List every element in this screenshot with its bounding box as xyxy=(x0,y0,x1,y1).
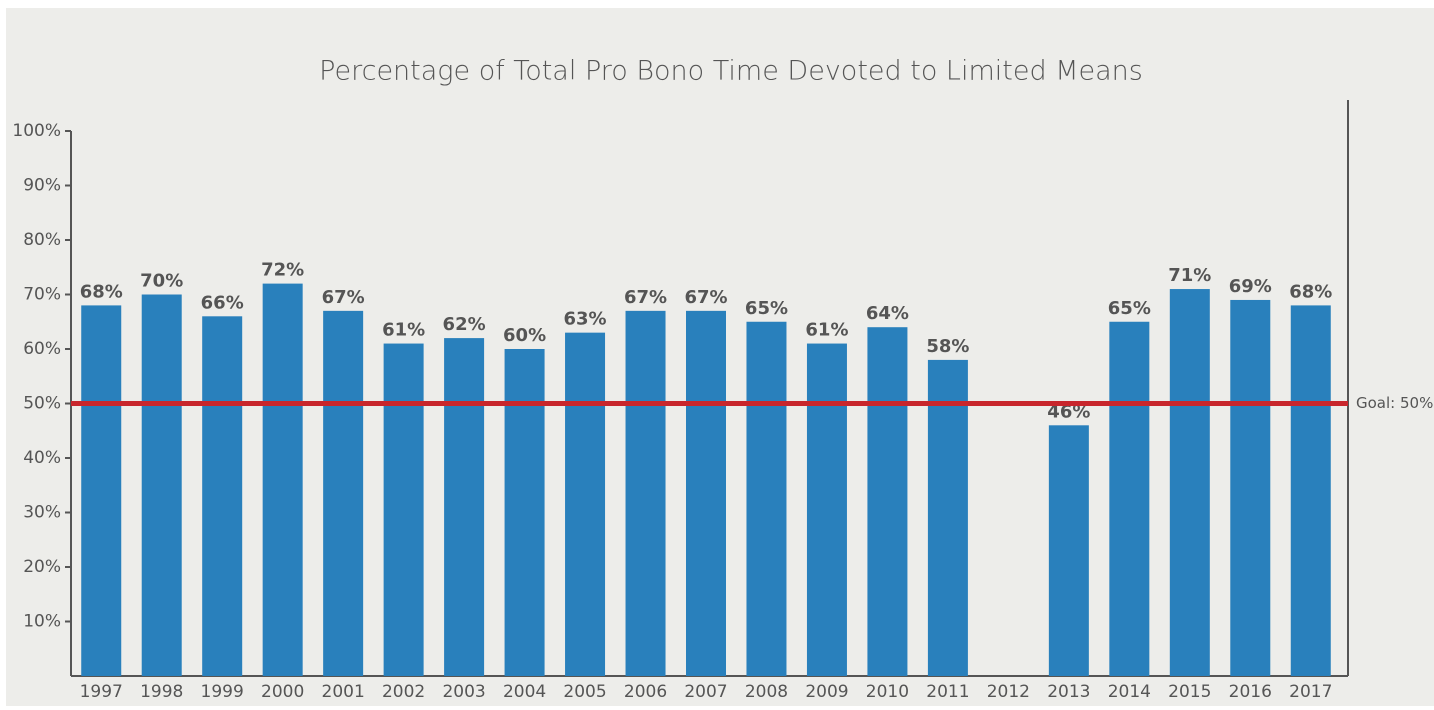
y-tick-label: 70% xyxy=(23,285,61,305)
chart-title: Percentage of Total Pro Bono Time Devote… xyxy=(319,56,1143,87)
data-label: 65% xyxy=(745,298,788,319)
x-tick-label: 2005 xyxy=(563,682,606,702)
data-label: 71% xyxy=(1168,265,1211,286)
x-tick-label: 2001 xyxy=(322,682,365,702)
y-tick-label: 90% xyxy=(23,176,61,196)
data-label: 60% xyxy=(503,325,546,346)
x-tick-label: 2002 xyxy=(382,682,425,702)
bar xyxy=(1230,299,1271,676)
data-label: 65% xyxy=(1108,298,1151,319)
y-tick-label: 60% xyxy=(23,339,61,359)
data-label: 62% xyxy=(443,314,486,335)
x-tick-label: 2017 xyxy=(1289,682,1332,702)
data-label: 46% xyxy=(1047,401,1090,422)
bar xyxy=(1109,321,1150,676)
data-label: 64% xyxy=(866,303,909,324)
bar xyxy=(867,327,908,676)
data-label: 72% xyxy=(261,260,304,281)
x-tick-label: 1999 xyxy=(201,682,244,702)
bar xyxy=(262,283,303,676)
x-tick-label: 2015 xyxy=(1168,682,1211,702)
x-tick-label: 2010 xyxy=(866,682,909,702)
bar xyxy=(444,338,485,676)
data-label: 70% xyxy=(140,271,183,292)
bar xyxy=(202,316,243,676)
x-tick-label: 2009 xyxy=(805,682,848,702)
x-tick-label: 2016 xyxy=(1229,682,1272,702)
bar xyxy=(141,294,182,676)
bar xyxy=(383,343,424,676)
x-tick-label: 2006 xyxy=(624,682,667,702)
bar xyxy=(1169,289,1210,676)
y-tick-label: 40% xyxy=(23,448,61,468)
x-tick-label: 2007 xyxy=(684,682,727,702)
data-label: 68% xyxy=(80,281,123,302)
bar xyxy=(927,359,968,676)
data-label: 67% xyxy=(684,287,727,308)
x-tick-label: 2004 xyxy=(503,682,546,702)
data-label: 61% xyxy=(382,320,425,341)
bar xyxy=(625,310,666,676)
y-tick-label: 80% xyxy=(23,230,61,250)
data-label: 61% xyxy=(805,320,848,341)
x-tick-label: 1997 xyxy=(80,682,123,702)
data-label: 66% xyxy=(201,292,244,313)
goal-label: Goal: 50% xyxy=(1356,394,1433,412)
bar xyxy=(1048,425,1089,676)
bar xyxy=(81,305,122,676)
y-tick-label: 30% xyxy=(23,503,61,523)
bar xyxy=(323,310,364,676)
y-tick-label: 50% xyxy=(23,394,61,414)
bar xyxy=(565,332,606,676)
data-label: 69% xyxy=(1229,276,1272,297)
data-label: 63% xyxy=(564,309,607,330)
x-tick-label: 2011 xyxy=(926,682,969,702)
bar xyxy=(504,349,545,676)
data-label: 67% xyxy=(624,287,667,308)
data-label: 67% xyxy=(322,287,365,308)
bar xyxy=(686,310,726,676)
y-tick-label: 20% xyxy=(23,557,61,577)
y-tick-label: 10% xyxy=(23,612,61,632)
bar xyxy=(746,321,787,676)
x-tick-label: 2000 xyxy=(261,682,304,702)
bar xyxy=(806,343,847,676)
x-tick-label: 2012 xyxy=(987,682,1030,702)
x-tick-label: 2014 xyxy=(1108,682,1151,702)
x-tick-label: 2008 xyxy=(745,682,788,702)
bar xyxy=(1290,305,1331,676)
data-label: 68% xyxy=(1289,281,1332,302)
x-tick-label: 2013 xyxy=(1047,682,1090,702)
y-tick-label: 100% xyxy=(12,121,61,141)
data-label: 58% xyxy=(926,336,969,357)
x-tick-label: 2003 xyxy=(442,682,485,702)
x-tick-label: 1998 xyxy=(140,682,183,702)
